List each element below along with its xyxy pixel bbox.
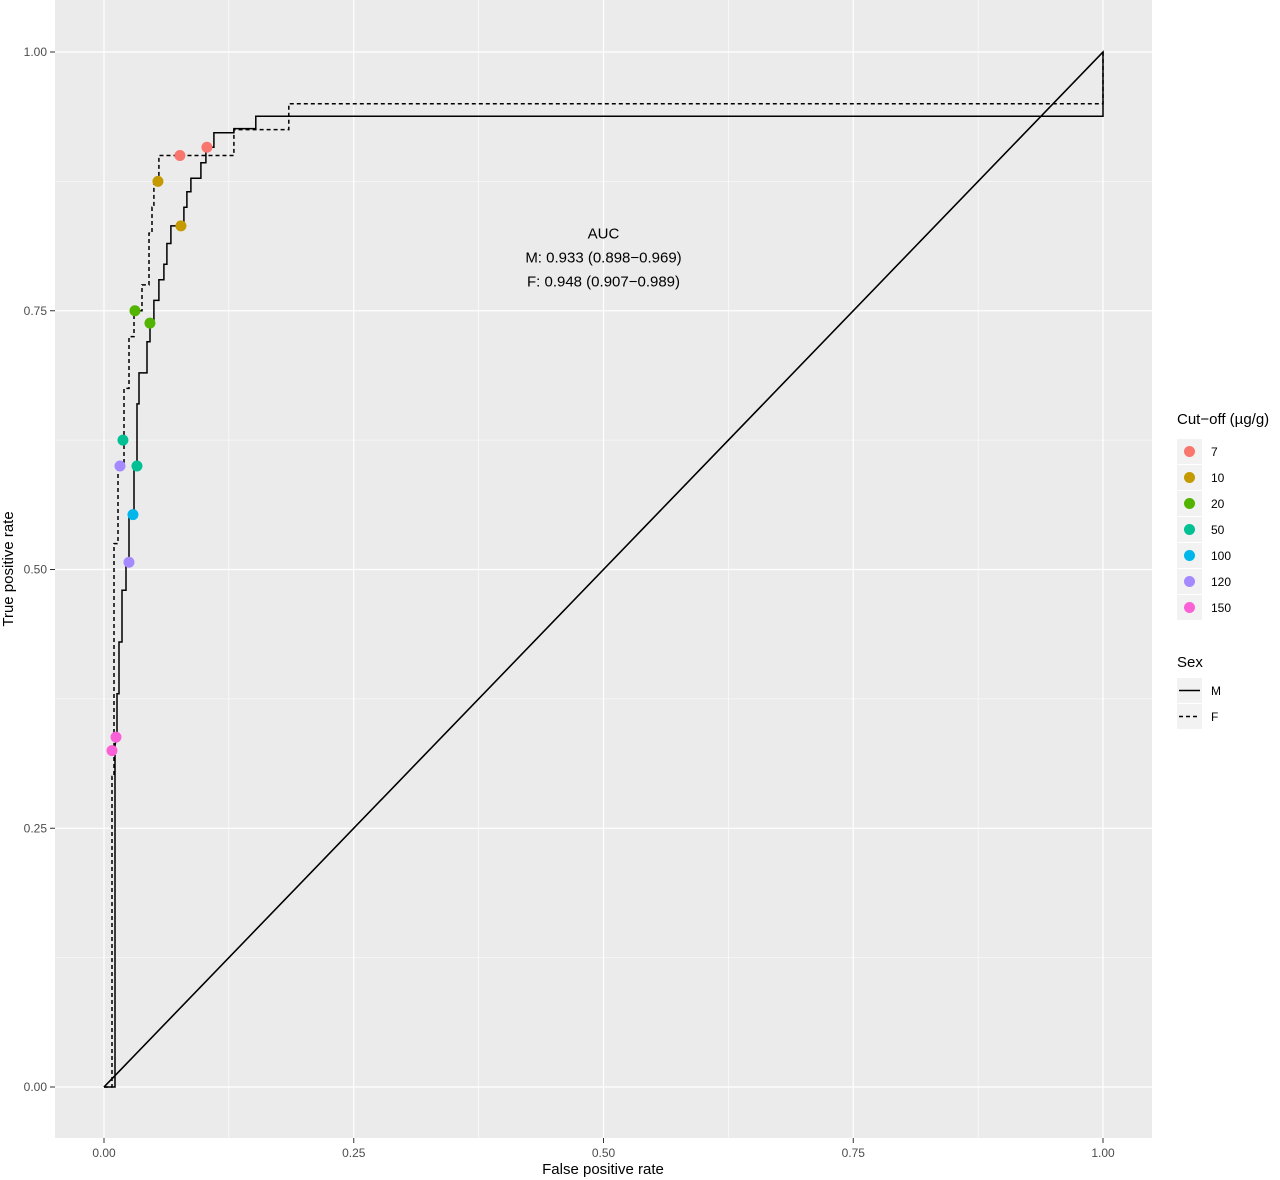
- y-tick-label: 1.00: [24, 45, 48, 59]
- cutoff-point-120-m: [123, 556, 135, 568]
- roc-curve-f: [104, 52, 1104, 1088]
- x-tick-label: 1.00: [1091, 1146, 1115, 1160]
- cutoff-point-20-m: [144, 317, 156, 329]
- cutoff-point-120-f: [114, 460, 126, 472]
- cutoff-legend-label: 120: [1211, 575, 1231, 589]
- y-tick-label: 0.50: [24, 563, 48, 577]
- cutoff-point-10-f: [152, 175, 164, 187]
- y-tick-label: 0.25: [24, 821, 48, 835]
- cutoff-legend-swatch-7: [1184, 446, 1195, 457]
- cutoff-legend-label: 7: [1211, 445, 1218, 459]
- cutoff-points: [106, 141, 213, 757]
- x-tick-label: 0.75: [842, 1146, 866, 1160]
- cutoff-point-150-m: [110, 731, 122, 743]
- cutoff-legend-swatch-50: [1184, 524, 1195, 535]
- sex-legend-label: F: [1211, 710, 1218, 724]
- auc-annotation: AUC M: 0.933 (0.898−0.969) F: 0.948 (0.907…: [525, 225, 681, 290]
- cutoff-legend-label: 20: [1211, 497, 1225, 511]
- cutoff-point-50-f: [117, 434, 129, 446]
- cutoff-point-7-f: [174, 150, 186, 161]
- auc-annotation-line: M: 0.933 (0.898−0.969): [525, 249, 681, 266]
- cutoff-point-50-m: [131, 460, 143, 472]
- y-tick-label: 0.75: [24, 304, 48, 318]
- cutoff-legend: Cut−off (µg/g) 7 10 20 50 100 120 150: [1177, 411, 1269, 620]
- cutoff-point-20-f: [129, 305, 141, 317]
- cutoff-point-10-m: [175, 220, 187, 232]
- cutoff-legend-label: 10: [1211, 471, 1225, 485]
- cutoff-legend-swatch-150: [1184, 602, 1195, 613]
- x-tick-label: 0.50: [592, 1146, 616, 1160]
- sex-legend-title: Sex: [1177, 654, 1203, 671]
- sex-legend: Sex MF: [1177, 654, 1221, 729]
- auc-annotation-line: F: 0.948 (0.907−0.989): [527, 273, 680, 290]
- cutoff-point-7-m: [201, 141, 213, 153]
- cutoff-legend-label: 50: [1211, 523, 1225, 537]
- cutoff-point-150-f: [106, 745, 118, 757]
- sex-legend-label: M: [1211, 684, 1221, 698]
- y-tick-label: 0.00: [24, 1080, 48, 1094]
- cutoff-legend-label: 150: [1211, 601, 1231, 615]
- cutoff-legend-title: Cut−off (µg/g): [1177, 411, 1269, 428]
- cutoff-legend-swatch-10: [1184, 472, 1195, 483]
- cutoff-legend-swatch-120: [1184, 576, 1195, 587]
- x-tick-label: 0.25: [342, 1146, 366, 1160]
- y-axis-title: True positive rate: [0, 511, 17, 626]
- y-axis-ticks: 0.00 0.25 0.50 0.75 1.00: [24, 45, 55, 1094]
- x-tick-label: 0.00: [92, 1146, 116, 1160]
- auc-annotation-line: AUC: [588, 225, 620, 242]
- cutoff-legend-swatch-100: [1184, 550, 1195, 561]
- cutoff-point-100-m: [127, 509, 139, 521]
- cutoff-legend-swatch-20: [1184, 498, 1195, 509]
- cutoff-legend-label: 100: [1211, 549, 1231, 563]
- x-axis-ticks: 0.00 0.25 0.50 0.75 1.00: [92, 1138, 1115, 1160]
- x-axis-title: False positive rate: [542, 1161, 664, 1178]
